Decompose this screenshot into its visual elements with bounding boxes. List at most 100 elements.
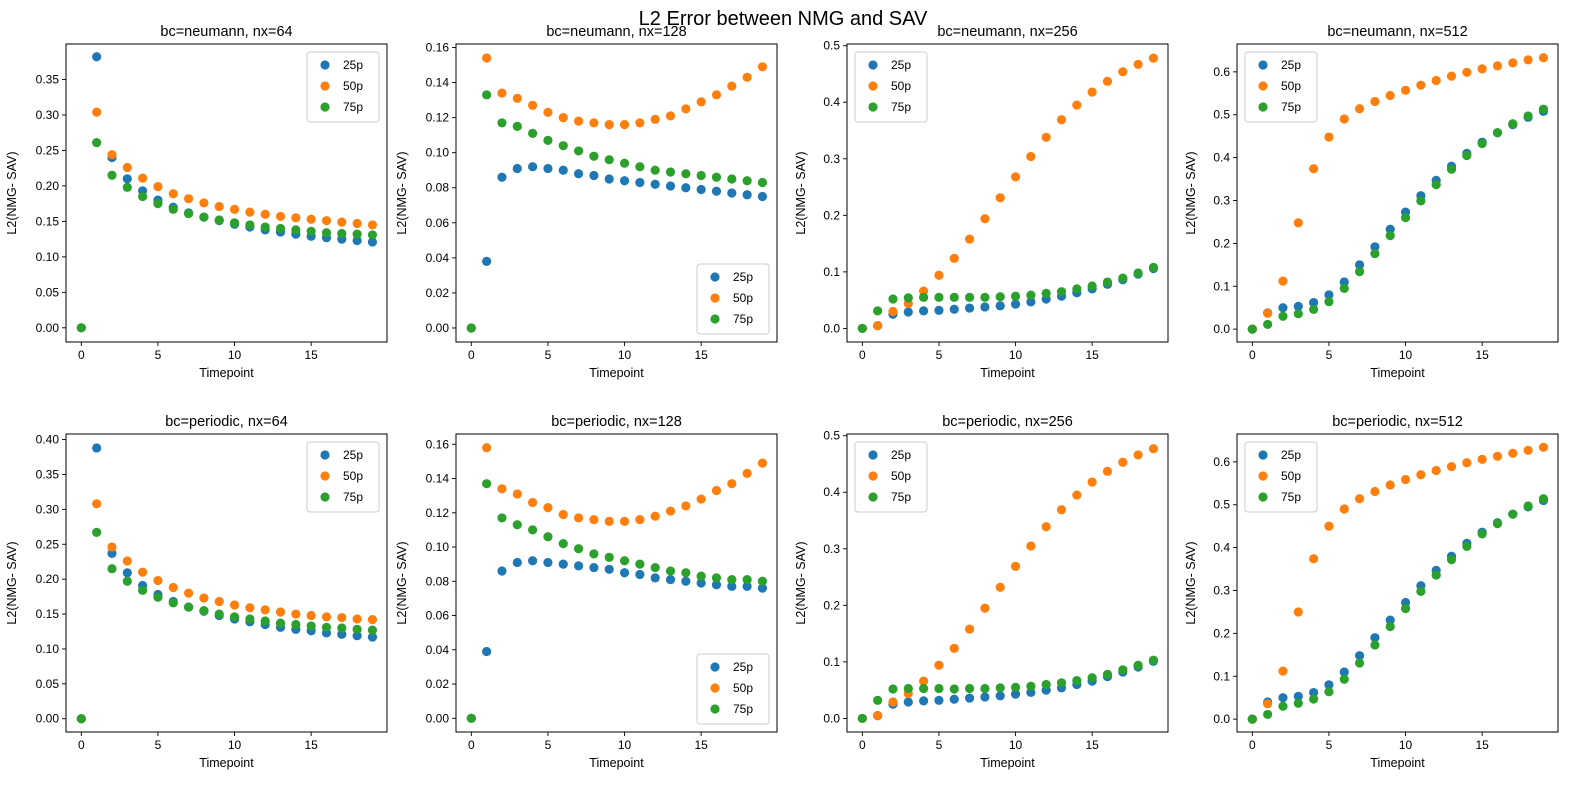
data-point-50p [214,596,224,607]
data-point-25p [497,172,507,182]
data-point-50p [528,100,538,110]
data-point-75p [199,605,209,616]
legend-label: 50p [343,469,363,483]
subplot-title: bc=neumann, nx=128 [546,24,686,40]
legend-label: 25p [1281,448,1301,462]
data-point-50p [1324,521,1334,531]
data-point-75p [681,169,691,179]
data-point-75p [512,520,522,530]
x-tick-label: 10 [1399,348,1413,362]
data-point-75p [873,695,883,705]
x-tick-label: 10 [228,738,242,752]
data-point-50p [1118,457,1128,467]
data-point-75p [1324,297,1334,307]
data-point-50p [199,198,209,208]
series-50p [76,499,378,724]
legend-label: 75p [733,702,753,716]
data-point-25p [619,568,630,578]
data-point-50p [153,182,163,192]
data-point-75p [711,172,722,182]
y-tick-label: 0.30 [36,108,60,122]
data-point-75p [1118,273,1128,283]
y-tick-label: 0.00 [36,321,60,335]
data-point-25p [512,557,522,568]
x-tick-label: 15 [694,738,708,752]
data-point-75p [888,684,898,694]
data-point-50p [199,593,209,603]
data-point-25p [1370,633,1380,643]
data-point-75p [727,574,737,585]
y-tick-label: 0.5 [823,429,840,443]
x-tick-label: 5 [155,738,162,752]
data-point-50p [107,150,117,160]
subplot-title: bc=periodic, nx=256 [942,414,1073,430]
data-point-50p [619,516,630,526]
data-point-75p [1278,701,1288,711]
x-tick-label: 5 [936,348,943,362]
data-point-50p [1370,96,1380,107]
data-point-50p [711,485,722,496]
series-75p [1247,494,1549,724]
data-point-75p [291,225,301,235]
y-axis-label: L2(NMG- SAV) [395,151,409,234]
data-point-25p [949,304,959,314]
data-point-75p [873,306,883,316]
data-point-75p [337,228,347,239]
data-point-50p [681,104,691,114]
legend-marker-75p [868,492,878,502]
y-tick-label: 0.4 [823,485,840,499]
legend: 25p 50p 75p [306,51,380,123]
data-point-50p [934,270,944,280]
data-point-75p [1056,678,1067,688]
data-point-50p [1431,75,1441,86]
y-tick-label: 0.14 [426,76,450,90]
data-point-25p [742,190,752,200]
data-point-75p [1477,529,1487,539]
y-tick-label: 0.02 [426,677,450,691]
series-75p [857,655,1159,724]
data-point-50p [306,610,316,621]
data-point-75p [1010,291,1021,301]
data-point-25p [367,237,378,247]
data-point-25p [650,573,660,583]
x-tick-label: 0 [859,738,866,752]
data-point-50p [92,499,102,509]
data-point-75p [573,544,584,554]
data-point-75p [76,714,86,724]
data-point-75p [321,228,332,238]
y-tick-label: 0.3 [1213,194,1230,208]
data-point-25p [604,564,614,574]
subplot-grid: bc=neumann, nx=640 5 10 150.000.050.100.150… [5,24,1559,770]
data-point-50p [635,118,645,128]
data-point-50p [995,193,1005,203]
data-point-50p [367,615,378,625]
data-point-50p [153,575,163,586]
data-point-75p [1492,128,1503,138]
data-point-75p [980,683,990,694]
data-point-25p [512,163,522,174]
y-tick-label: 0.25 [36,143,60,157]
data-point-75p [589,549,599,559]
legend: 25p 50p 75p [306,441,380,513]
data-point-75p [980,292,990,302]
data-point-25p [681,183,691,193]
x-axis-label: Timepoint [199,366,254,380]
data-point-25p [711,580,722,590]
y-tick-label: 0.12 [426,506,450,520]
data-point-25p [1385,615,1395,625]
data-point-50p [138,567,148,577]
x-tick-label: 0 [468,738,475,752]
legend-marker-25p [320,60,330,70]
data-point-50p [1278,276,1288,286]
legend: 25p 50p 75p [1244,441,1318,513]
data-point-25p [528,162,538,172]
data-point-25p [482,646,492,657]
data-point-25p [980,692,990,702]
data-point-75p [107,564,117,574]
data-point-75p [543,532,553,542]
data-point-50p [1041,132,1051,142]
data-point-75p [1538,104,1549,114]
data-point-75p [229,218,240,228]
data-point-50p [321,216,332,226]
legend-marker-25p [1258,450,1268,460]
